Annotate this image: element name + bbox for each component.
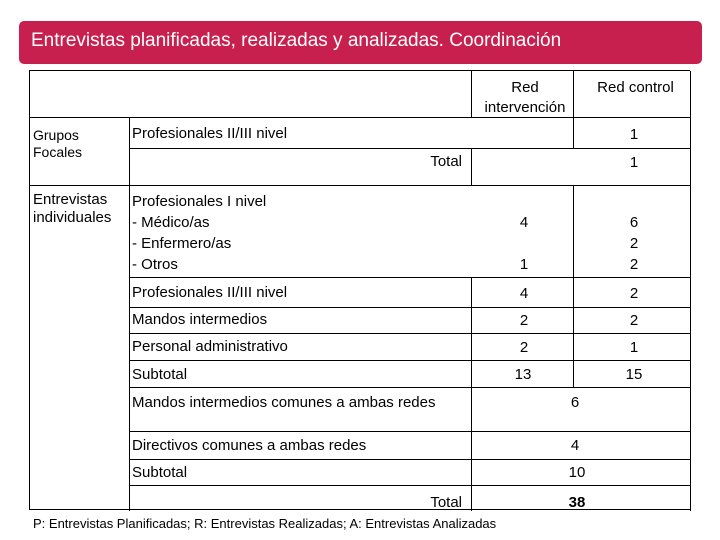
interviews-table bbox=[29, 70, 691, 511]
row-label-subtotal: Subtotal bbox=[132, 464, 188, 481]
cell-red-control: 1 bbox=[629, 339, 639, 356]
row-label: Profesionales I nivel - Médico/as - Enfe… bbox=[132, 193, 267, 273]
row-divider bbox=[129, 277, 691, 278]
cell-common-value: 10 bbox=[568, 464, 586, 481]
row-divider bbox=[129, 387, 691, 388]
cell-red-control: 2 bbox=[629, 312, 639, 329]
cell-red-intervencion: 1 bbox=[519, 256, 529, 273]
column-divider bbox=[471, 277, 472, 387]
cell-red-intervencion: 4 bbox=[519, 285, 529, 302]
row-divider bbox=[129, 333, 691, 334]
column-divider bbox=[471, 71, 472, 117]
column-divider bbox=[471, 148, 472, 185]
row-divider bbox=[129, 148, 691, 149]
cell-red-control: 6 bbox=[629, 214, 639, 231]
column-divider bbox=[129, 117, 130, 511]
row-label: Mandos intermedios comunes a ambas redes bbox=[132, 394, 436, 411]
row-label-total: Total bbox=[430, 153, 462, 170]
row-label: Personal administrativo bbox=[132, 338, 288, 355]
row-label: Profesionales II/III nivel bbox=[132, 284, 288, 301]
cell-red-intervencion: 13 bbox=[514, 366, 532, 383]
row-label: Mandos intermedios bbox=[132, 311, 268, 328]
cell-red-control: 2 bbox=[629, 285, 639, 302]
cell-red-intervencion: 2 bbox=[519, 339, 529, 356]
row-divider bbox=[129, 431, 691, 432]
row-label-subtotal: Subtotal bbox=[132, 366, 188, 383]
header-red-intervencion: Red intervención bbox=[484, 79, 566, 116]
title-bar: Entrevistas planificadas, realizadas y a… bbox=[19, 21, 702, 64]
row-label: Directivos comunes a ambas redes bbox=[132, 437, 367, 454]
cell-common-value: 4 bbox=[570, 437, 580, 454]
table-right-border bbox=[690, 71, 691, 511]
row-label: Profesionales II/III nivel bbox=[132, 125, 288, 142]
row-divider bbox=[129, 485, 691, 486]
cell-red-control: 2 bbox=[629, 235, 639, 252]
cell-red-control: 15 bbox=[625, 366, 643, 383]
row-divider bbox=[129, 360, 691, 361]
cell-common-value: 6 bbox=[570, 394, 580, 411]
header-row-divider bbox=[30, 117, 691, 118]
cell-red-control: 1 bbox=[629, 126, 639, 143]
footnote: P: Entrevistas Planificadas; R: Entrevis… bbox=[33, 516, 497, 531]
cell-red-intervencion: 4 bbox=[519, 214, 529, 231]
row-divider bbox=[129, 307, 691, 308]
row-divider bbox=[129, 459, 691, 460]
cell-red-intervencion: 2 bbox=[519, 312, 529, 329]
row-divider bbox=[30, 185, 691, 186]
column-divider bbox=[471, 387, 472, 511]
cell-total-value: 38 bbox=[568, 494, 586, 511]
column-divider bbox=[573, 185, 574, 387]
cell-red-control: 1 bbox=[629, 154, 639, 171]
page-title: Entrevistas planificadas, realizadas y a… bbox=[31, 30, 562, 51]
header-red-control: Red control bbox=[597, 79, 674, 96]
row-label-total: Total bbox=[430, 494, 462, 511]
cell-red-control: 2 bbox=[629, 256, 639, 273]
column-divider bbox=[573, 71, 574, 148]
group-grupos-focales: Grupos Focales bbox=[33, 127, 83, 160]
group-entrevistas-individuales: Entrevistas individuales bbox=[33, 191, 112, 226]
